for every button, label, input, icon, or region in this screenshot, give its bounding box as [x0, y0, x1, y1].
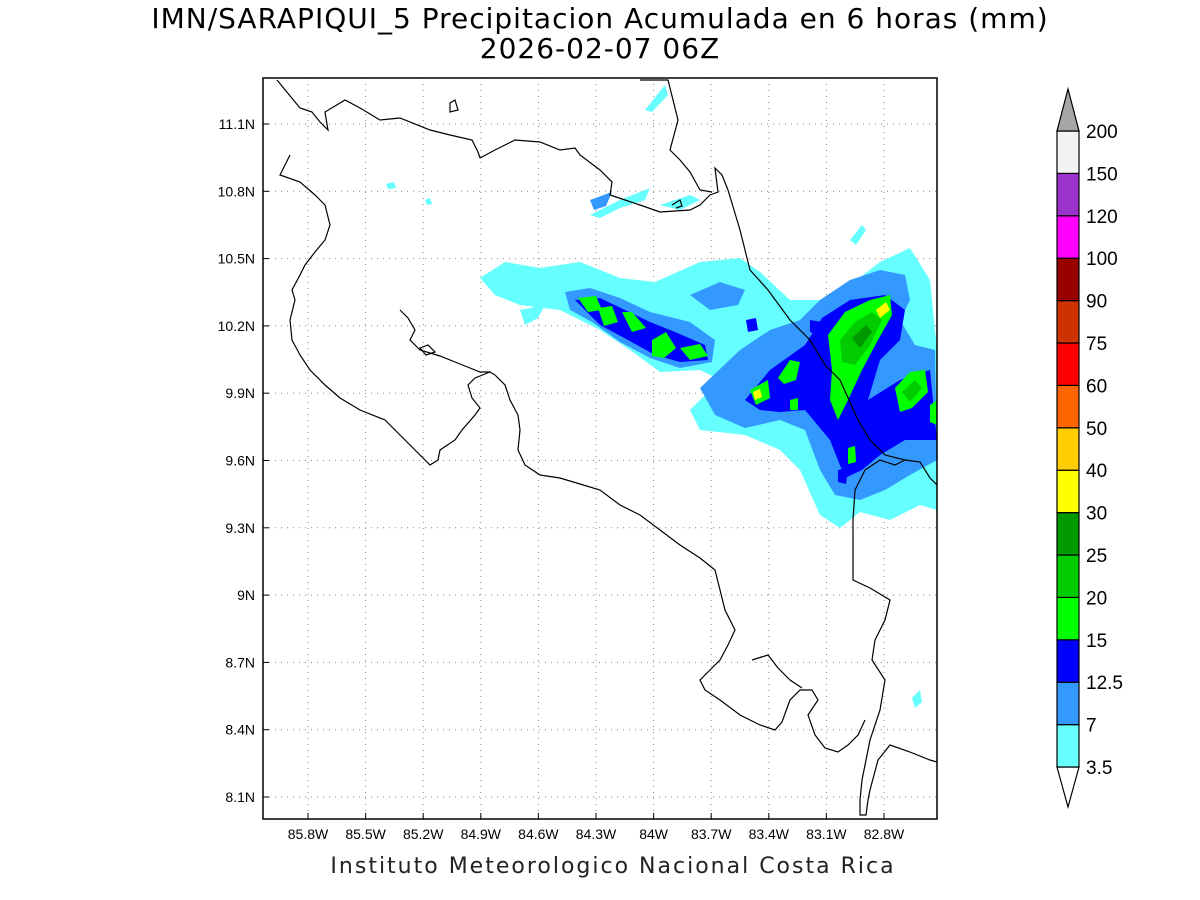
- colorbar-label: 60: [1086, 376, 1107, 397]
- colorbar-label: 120: [1086, 207, 1118, 228]
- colorbar-label: 50: [1086, 419, 1107, 440]
- lat-tick-label: 8.4N: [225, 722, 255, 738]
- colorbar-label: 20: [1086, 588, 1107, 609]
- colorbar-label: 15: [1086, 631, 1107, 652]
- lon-tick-label: 83.4W: [749, 826, 790, 842]
- colorbar-box: [1056, 427, 1080, 471]
- lat-tick-label: 11.1N: [219, 116, 255, 132]
- lat-tick-label: 9N: [237, 587, 255, 603]
- precip-level-25: [852, 325, 872, 348]
- lat-tick-label: 9.3N: [225, 520, 255, 536]
- lon-tick-label: 85.8W: [288, 826, 329, 842]
- lon-tick-label: 83.7W: [691, 826, 732, 842]
- colorbar-box: [1056, 130, 1080, 175]
- colorbar-under-arrow: [1056, 766, 1080, 810]
- precipitation-field: [386, 85, 937, 708]
- colorbar-box: [1056, 215, 1080, 259]
- colorbar-box: [1056, 469, 1080, 514]
- map-date: 2026-02-07 06Z: [479, 32, 721, 65]
- colorbar-box: [1056, 384, 1080, 429]
- colorbar-label: 3.5: [1086, 758, 1112, 779]
- colorbar-box: [1056, 342, 1080, 387]
- colorbar-label: 7: [1086, 716, 1097, 737]
- lon-tick-label: 84.3W: [576, 826, 617, 842]
- lon-tick-label: 83.1W: [806, 826, 847, 842]
- colorbar-box: [1056, 511, 1080, 556]
- lat-tick-label: 10.8N: [218, 183, 255, 199]
- colorbar-label: 200: [1086, 122, 1118, 143]
- colorbar: 3.5 7 12.5 15 20 25 30 40 50 60 75 90 100 120 150 200: [1056, 86, 1123, 810]
- precip-level-30: [753, 302, 890, 400]
- lat-tick-label: 9.6N: [225, 453, 255, 469]
- lon-tick-label: 82.8W: [864, 826, 905, 842]
- credit-text: Instituto Meteorologico Nacional Costa R…: [330, 854, 896, 879]
- colorbar-label: 150: [1086, 164, 1118, 185]
- colorbar-label: 75: [1086, 334, 1107, 355]
- lat-tick-label: 10.2N: [218, 318, 255, 334]
- lon-tick-label: 85.2W: [403, 826, 444, 842]
- colorbar-label: 40: [1086, 461, 1107, 482]
- colorbar-box: [1056, 639, 1080, 683]
- colorbar-label: 25: [1086, 546, 1107, 567]
- lat-tick-labels: 11.1N 10.8N 10.5N 10.2N 9.9N 9.6N 9.3N 9N 8.7N 8.…: [218, 116, 255, 805]
- lat-tick-label: 8.1N: [225, 789, 255, 805]
- map-title: IMN/SARAPIQUI_5 Precipitacion Acumulada …: [151, 2, 1049, 35]
- plot-frame: [262, 77, 938, 820]
- colorbar-label: 90: [1086, 292, 1107, 313]
- colorbar-box: [1056, 596, 1080, 641]
- lat-tick-label: 9.9N: [225, 385, 255, 401]
- colorbar-label: 100: [1086, 249, 1118, 270]
- colorbar-box: [1056, 300, 1080, 344]
- colorbar-box: [1056, 172, 1080, 217]
- lat-tick-label: 10.5N: [218, 251, 255, 267]
- lon-tick-label: 84W: [639, 826, 669, 842]
- coastlines-borders: [276, 79, 937, 816]
- colorbar-box: [1056, 257, 1080, 302]
- colorbar-label: 30: [1086, 504, 1107, 525]
- colorbar-label: 12.5: [1086, 673, 1123, 694]
- lon-tick-label: 84.9W: [461, 826, 502, 842]
- lat-tick-label: 8.7N: [225, 654, 255, 670]
- colorbar-box: [1056, 554, 1080, 599]
- lon-tick-labels: 85.8W 85.5W 85.2W 84.9W 84.6W 84.3W 84W 83.7W 83…: [288, 826, 905, 842]
- lon-tick-label: 84.6W: [518, 826, 559, 842]
- colorbar-box: [1056, 723, 1080, 768]
- colorbar-over-arrow: [1056, 86, 1080, 132]
- lon-tick-label: 85.5W: [345, 826, 386, 842]
- colorbar-box: [1056, 681, 1080, 726]
